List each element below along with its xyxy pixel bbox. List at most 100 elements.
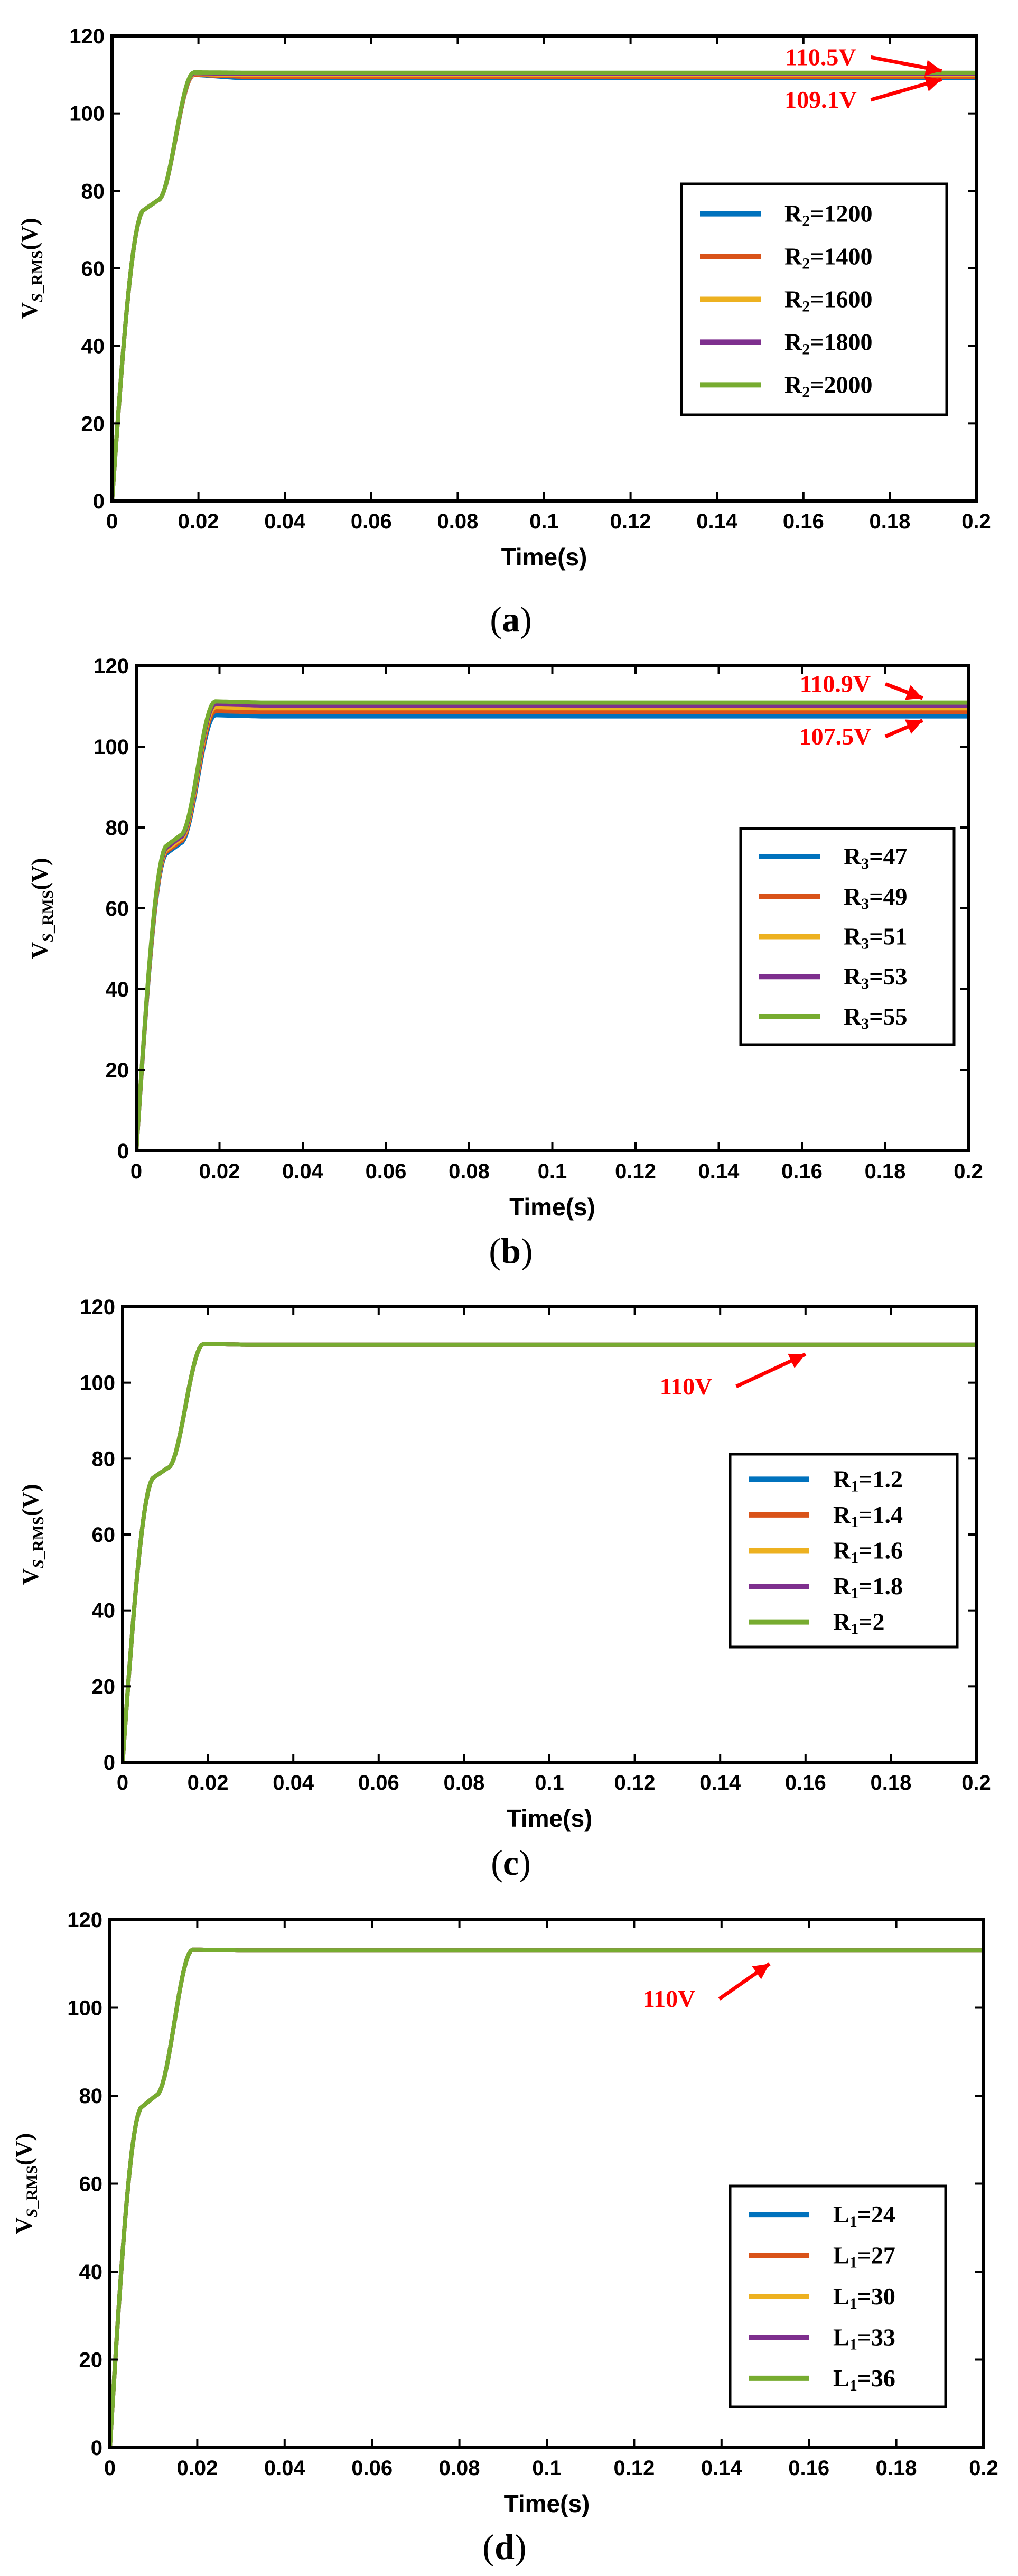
y-axis-label: VS_RMS(V) <box>27 858 57 959</box>
text-span: R <box>833 1501 851 1528</box>
text-span: 1 <box>851 1549 858 1567</box>
text-span: 3 <box>861 1015 869 1033</box>
text-span: L <box>833 2365 849 2392</box>
text-span: ) <box>519 1843 531 1883</box>
legend-label-1: R3=47 <box>844 843 907 872</box>
x-axis-label: Time(s) <box>504 2490 590 2517</box>
x-tick-label: 0.12 <box>610 510 651 533</box>
text-span: (V) <box>11 2133 37 2165</box>
text-span: R <box>844 963 862 990</box>
text-span: V <box>27 942 53 959</box>
text-span: _RMS <box>39 890 57 934</box>
y-tick-label: 20 <box>92 1675 116 1698</box>
text-span: R <box>844 883 862 910</box>
text-span: L <box>833 2242 849 2269</box>
x-tick-label: 0.12 <box>613 2457 655 2480</box>
text-span: ( <box>490 599 502 639</box>
text-span: (V) <box>17 1484 43 1516</box>
x-tick-label: 0.08 <box>449 1160 490 1183</box>
x-tick-label: 0.16 <box>781 1160 823 1183</box>
x-tick-label: 0.16 <box>783 510 824 533</box>
legend-label-1: R2=1200 <box>784 200 872 230</box>
x-axis-label: Time(s) <box>501 543 587 571</box>
y-tick-label: 80 <box>106 816 129 840</box>
legend-label-1: L1=24 <box>833 2201 895 2230</box>
text-span: =1.4 <box>858 1501 903 1528</box>
x-tick-label: 0.02 <box>188 1771 229 1794</box>
text-span: V <box>11 2217 37 2234</box>
x-tick-label: 0.02 <box>199 1160 240 1183</box>
text-span: S <box>39 933 57 942</box>
text-span: L <box>833 2323 849 2350</box>
chart-panel-b: 0 0.02 0.04 0.06 0.08 0.1 0.12 0.14 0.16 0.18 0.2 0… <box>27 655 983 1271</box>
annotation-label-1: 110V <box>643 1985 696 2012</box>
legend-label-1: R1=1.2 <box>833 1465 903 1495</box>
panel-caption: (d) <box>482 2527 526 2567</box>
x-tick-label: 0.1 <box>535 1771 564 1794</box>
y-axis-label: VS_RMS(V) <box>16 218 46 319</box>
text-span: =36 <box>857 2365 895 2392</box>
legend-label-5: R3=55 <box>844 1003 907 1033</box>
annotation-label-1: 110.5V <box>785 43 856 70</box>
y-axis-label: VS_RMS(V) <box>11 2133 41 2234</box>
legend-label-2: R1=1.4 <box>833 1501 903 1531</box>
annotation-arrowhead-2 <box>924 76 942 91</box>
y-tick-label: 0 <box>104 1751 115 1774</box>
annotation-arrowhead-2 <box>904 719 923 734</box>
x-tick-label: 0.1 <box>529 510 559 533</box>
x-tick-label: 0 <box>117 1771 128 1794</box>
annotation-label-1: 110.9V <box>800 670 871 697</box>
x-tick-label: 0.2 <box>961 1771 991 1794</box>
x-tick-label: 0.18 <box>870 1771 911 1794</box>
y-tick-label: 100 <box>80 1372 115 1395</box>
text-span: L <box>833 2283 849 2310</box>
text-span: =27 <box>857 2242 895 2269</box>
legend-label-5: R2=2000 <box>784 371 872 401</box>
text-span: R <box>784 243 802 270</box>
text-span: 1 <box>849 2336 857 2353</box>
text-span: 2 <box>802 255 810 273</box>
series-line-5 <box>110 1947 984 2448</box>
text-span: R <box>833 1608 851 1635</box>
y-tick-label: 60 <box>79 2173 103 2196</box>
x-tick-label: 0.08 <box>439 2457 480 2480</box>
text-span: (V) <box>27 858 53 890</box>
x-tick-label: 0.16 <box>785 1771 826 1794</box>
text-span: ) <box>515 2527 527 2567</box>
text-span: R <box>844 923 862 950</box>
panel-caption: (b) <box>489 1231 533 1271</box>
x-tick-label: 0.12 <box>614 1771 656 1794</box>
series-group <box>123 1342 976 1762</box>
text-span: R <box>833 1537 851 1564</box>
series-line-1 <box>136 713 968 1151</box>
chart-panel-a: 0 0.02 0.04 0.06 0.08 0.1 0.12 0.14 0.16 0.18 0.2 0… <box>16 25 991 639</box>
y-tick-label: 100 <box>67 1997 102 2020</box>
legend-label-4: L1=33 <box>833 2323 895 2353</box>
series-line-4 <box>136 702 968 1151</box>
x-tick-label: 0.08 <box>443 1771 484 1794</box>
text-span: R <box>844 1003 862 1030</box>
annotation-arrowhead-1 <box>752 1964 770 1979</box>
text-span: =1200 <box>810 200 872 227</box>
panel-caption: (a) <box>490 599 531 639</box>
x-tick-label: 0.14 <box>698 1160 740 1183</box>
panel-caption: (c) <box>491 1843 531 1883</box>
series-group <box>136 699 968 1151</box>
text-span: V <box>16 302 42 319</box>
y-tick-label: 20 <box>79 2349 103 2372</box>
text-span: =1600 <box>810 286 872 313</box>
text-span: =49 <box>869 883 907 910</box>
x-tick-label: 0.04 <box>264 2457 306 2480</box>
text-span: ( <box>489 1231 501 1271</box>
x-tick-label: 0.2 <box>961 510 991 533</box>
legend-label-3: R3=51 <box>844 923 907 953</box>
text-span: =33 <box>857 2323 895 2350</box>
text-span: S <box>30 1559 47 1568</box>
text-span: =51 <box>869 923 907 950</box>
x-tick-label: 0.08 <box>437 510 478 533</box>
text-span: =24 <box>857 2201 895 2228</box>
text-span: 3 <box>861 895 869 913</box>
text-span: 1 <box>849 2254 857 2272</box>
x-tick-label: 0.06 <box>366 1160 407 1183</box>
